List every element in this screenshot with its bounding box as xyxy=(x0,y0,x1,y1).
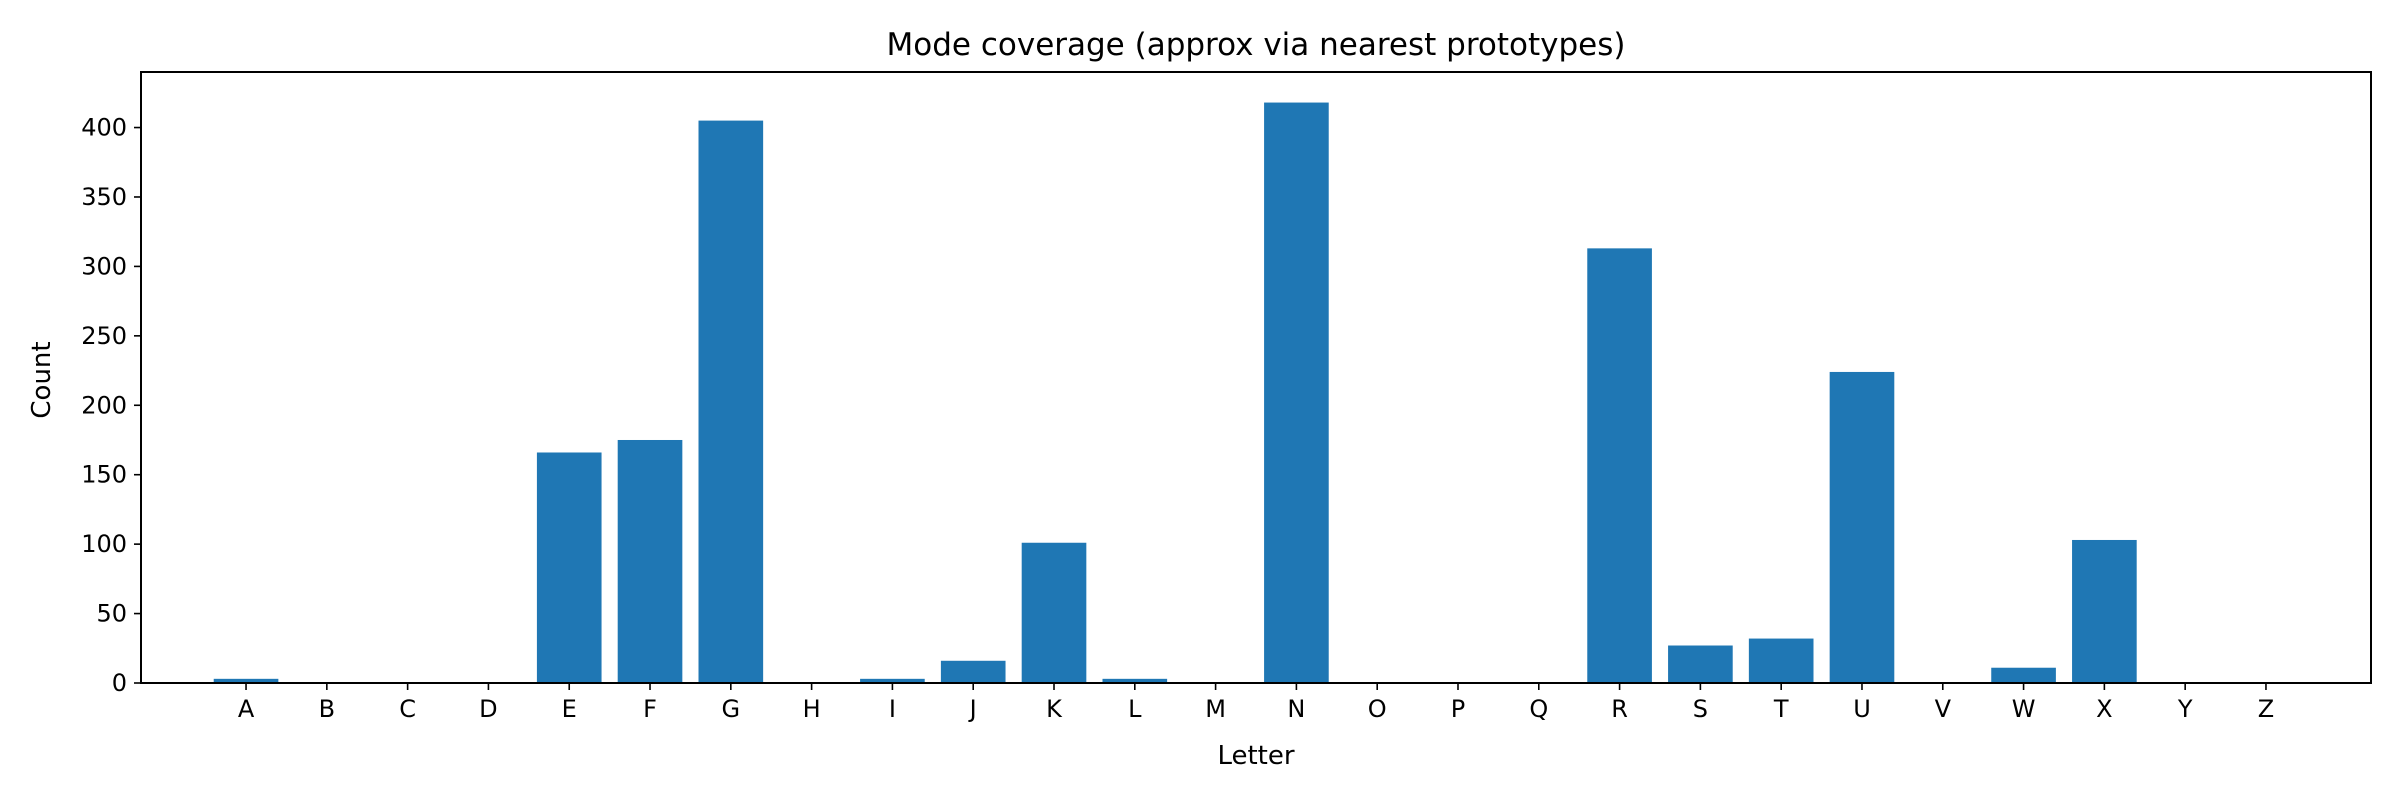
bar-K xyxy=(1021,542,1087,683)
x-tick-label-P: P xyxy=(1451,695,1465,723)
x-tick-label-G: G xyxy=(722,695,741,723)
x-axis-label: Letter xyxy=(1217,741,1294,771)
y-tick-label-400: 400 xyxy=(81,114,127,142)
bar-W xyxy=(1991,667,2056,683)
bar-E xyxy=(536,452,602,683)
y-tick-label-200: 200 xyxy=(81,391,127,419)
x-tick-label-B: B xyxy=(319,695,335,723)
bar-X xyxy=(2072,539,2137,683)
y-tick-label-250: 250 xyxy=(81,322,127,350)
x-tick-label-W: W xyxy=(2012,695,2036,723)
bar-N xyxy=(1264,102,1329,684)
y-tick-label-0: 0 xyxy=(112,669,127,697)
x-tick-label-E: E xyxy=(562,695,577,723)
x-tick-label-S: S xyxy=(1693,695,1708,723)
x-tick-label-J: J xyxy=(968,695,977,723)
y-tick-label-150: 150 xyxy=(81,461,127,489)
x-tick-label-L: L xyxy=(1128,695,1142,723)
x-tick-label-N: N xyxy=(1287,695,1305,723)
x-axis-ticks: A B C D E F G H I J K L M N O P Q R S T U V W X Y Z xyxy=(238,683,2274,723)
bar-T xyxy=(1748,638,1814,683)
bar-G xyxy=(698,120,764,684)
y-tick-label-350: 350 xyxy=(81,183,127,211)
x-tick-label-O: O xyxy=(1368,695,1387,723)
x-tick-label-K: K xyxy=(1046,695,1063,723)
x-tick-label-Q: Q xyxy=(1529,695,1548,723)
bars-group xyxy=(213,102,2137,684)
x-tick-label-U: U xyxy=(1853,695,1871,723)
y-axis-ticks: 0 50 100 150 200 250 300 350 400 xyxy=(81,114,141,697)
bar-L xyxy=(1102,678,1168,683)
bar-J xyxy=(940,660,1006,683)
y-tick-label-100: 100 xyxy=(81,530,127,558)
y-tick-label-300: 300 xyxy=(81,252,127,280)
y-tick-label-50: 50 xyxy=(96,600,127,628)
x-tick-label-C: C xyxy=(399,695,416,723)
x-tick-label-V: V xyxy=(1935,695,1952,723)
x-tick-label-T: T xyxy=(1773,695,1789,723)
x-tick-label-R: R xyxy=(1611,695,1628,723)
x-tick-label-X: X xyxy=(2096,695,2112,723)
x-tick-label-D: D xyxy=(479,695,497,723)
x-tick-label-M: M xyxy=(1205,695,1226,723)
x-tick-label-F: F xyxy=(643,695,657,723)
bar-F xyxy=(617,439,683,683)
bar-U xyxy=(1829,371,1895,683)
x-tick-label-Y: Y xyxy=(2177,695,2193,723)
plot-frame xyxy=(140,71,2372,684)
bar-R xyxy=(1587,248,1652,684)
x-tick-label-H: H xyxy=(803,695,821,723)
bar-S xyxy=(1668,645,1733,683)
x-tick-label-A: A xyxy=(238,695,255,723)
x-tick-label-I: I xyxy=(889,695,896,723)
bar-A xyxy=(213,678,279,683)
y-axis-label: Count xyxy=(27,341,57,418)
bar-I xyxy=(860,678,925,683)
x-tick-label-Z: Z xyxy=(2258,695,2274,723)
chart-title: Mode coverage (approx via nearest protot… xyxy=(887,27,1626,63)
